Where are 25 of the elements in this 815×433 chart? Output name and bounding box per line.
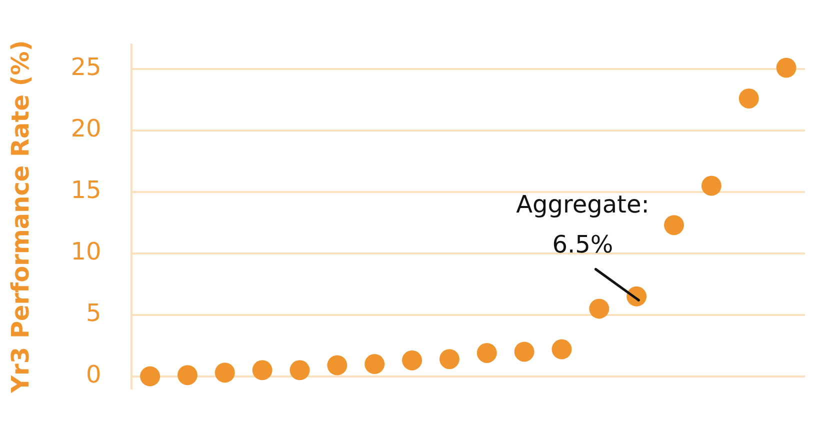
point bbox=[402, 350, 422, 370]
y-tick-label: 0 bbox=[86, 360, 102, 389]
point bbox=[552, 339, 572, 360]
point bbox=[214, 362, 235, 383]
point bbox=[664, 215, 684, 236]
point bbox=[140, 366, 160, 386]
y-tick-label: 25 bbox=[70, 53, 102, 82]
point bbox=[476, 342, 497, 363]
point bbox=[177, 365, 198, 386]
point bbox=[738, 88, 759, 108]
y-tick-label: 15 bbox=[70, 176, 102, 204]
y-tick-label: 5 bbox=[86, 299, 102, 328]
y-tick-label: 20 bbox=[70, 114, 102, 143]
point bbox=[290, 360, 310, 380]
point bbox=[252, 360, 272, 380]
point bbox=[589, 298, 610, 319]
point bbox=[701, 176, 722, 196]
y-tick-label: 10 bbox=[70, 238, 102, 266]
point bbox=[327, 355, 348, 376]
annotation: Aggregate: 6.5% bbox=[516, 190, 650, 258]
point bbox=[364, 354, 385, 374]
point bbox=[514, 342, 534, 362]
point bbox=[776, 58, 796, 78]
y-axis-title: Yr3 Performance Rate (%) bbox=[6, 40, 35, 394]
point bbox=[439, 349, 460, 370]
